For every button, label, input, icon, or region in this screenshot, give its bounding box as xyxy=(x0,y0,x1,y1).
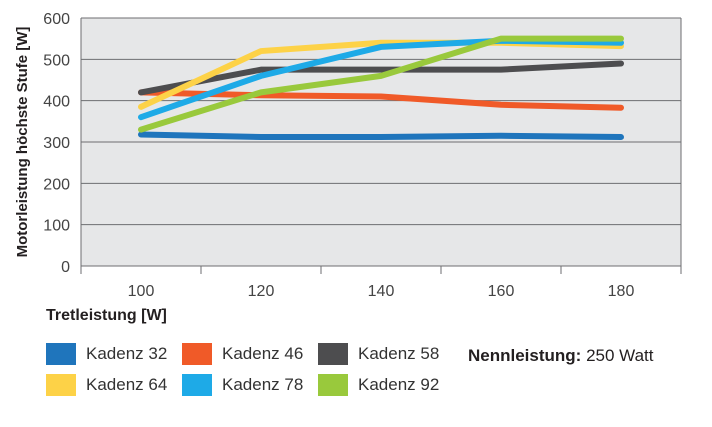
x-tick-label: 140 xyxy=(368,283,395,300)
legend-swatch xyxy=(182,343,212,365)
rated-power-label: Nennleistung: xyxy=(468,346,582,365)
legend-label: Kadenz 58 xyxy=(358,344,440,363)
y-tick-label: 100 xyxy=(43,218,70,235)
y-tick-label: 400 xyxy=(43,94,70,111)
y-tick-label: 300 xyxy=(43,135,70,152)
legend-swatch xyxy=(182,374,212,396)
legend-label: Kadenz 64 xyxy=(86,375,168,394)
x-tick-label: 160 xyxy=(488,283,515,300)
legend-swatch xyxy=(318,343,348,365)
legend-item: Kadenz 46 xyxy=(182,343,303,365)
legend-item: Kadenz 64 xyxy=(46,374,167,396)
legend-item: Kadenz 32 xyxy=(46,343,167,365)
y-tick-label: 0 xyxy=(61,259,70,276)
y-tick-label: 600 xyxy=(43,11,70,28)
rated-power-value: 250 Watt xyxy=(581,346,654,365)
y-axis-label: Motorleistung höchste Stufe [W] xyxy=(14,27,31,258)
x-tick-label: 100 xyxy=(128,283,155,300)
x-tick-label: 120 xyxy=(248,283,275,300)
legend-swatch xyxy=(46,374,76,396)
x-tick-label: 180 xyxy=(608,283,635,300)
legend-label: Kadenz 78 xyxy=(222,375,304,394)
x-axis-label: Tretleistung [W] xyxy=(46,307,167,324)
legend-label: Kadenz 32 xyxy=(86,344,168,363)
series-line-kadenz-58 xyxy=(138,60,624,96)
series-line-kadenz-32 xyxy=(138,131,624,141)
y-tick-label: 500 xyxy=(43,52,70,69)
rated-power-note: Nennleistung: 250 Watt xyxy=(468,346,653,366)
legend-item: Kadenz 92 xyxy=(318,374,439,396)
y-tick-label: 200 xyxy=(43,176,70,193)
legend-item: Kadenz 58 xyxy=(318,343,439,365)
line-chart: 0 100 200 300 400 500 600 100 120 140 160 180 Moto… xyxy=(14,11,682,324)
legend-label: Kadenz 92 xyxy=(358,375,440,394)
series-line-kadenz-46 xyxy=(138,89,624,111)
legend-item: Kadenz 78 xyxy=(182,374,303,396)
legend-label: Kadenz 46 xyxy=(222,344,304,363)
legend-swatch xyxy=(46,343,76,365)
legend-swatch xyxy=(318,374,348,396)
series-line-kadenz-92 xyxy=(138,35,624,133)
